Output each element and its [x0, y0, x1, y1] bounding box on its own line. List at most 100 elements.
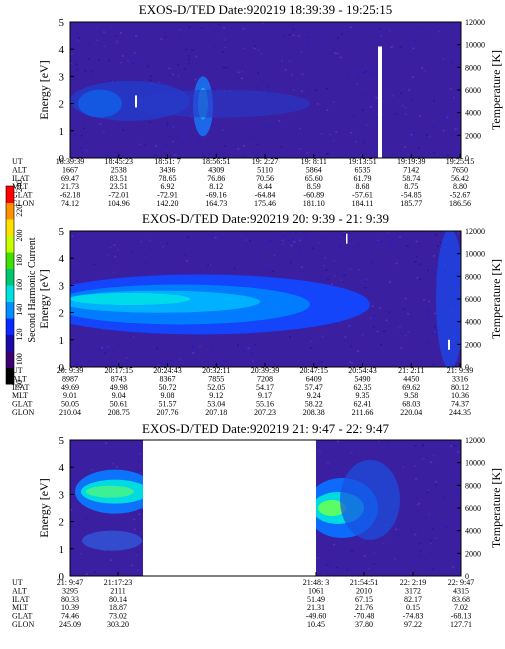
noise-pixel	[212, 124, 215, 126]
noise-pixel	[392, 113, 395, 116]
noise-pixel	[177, 83, 180, 86]
noise-pixel	[427, 489, 430, 491]
noise-pixel	[408, 89, 411, 91]
table-row-label: GLAT	[12, 612, 33, 621]
table-cell: 69.62	[402, 383, 420, 392]
table-cell: 73.02	[109, 612, 127, 621]
noise-pixel	[340, 279, 343, 281]
y-tick-label: 4	[59, 253, 65, 265]
table-row-label: ILAT	[12, 595, 29, 604]
noise-pixel	[224, 46, 227, 49]
noise-pixel	[344, 336, 347, 338]
noise-pixel	[178, 29, 181, 31]
noise-pixel	[428, 135, 431, 138]
noise-pixel	[380, 343, 382, 346]
table-cell: -69.16	[206, 191, 227, 200]
table-cell: 20:17:15	[105, 366, 133, 375]
noise-pixel	[115, 466, 118, 468]
table-cell: 50.05	[61, 400, 79, 409]
noise-pixel	[414, 465, 417, 467]
noise-pixel	[273, 254, 276, 256]
noise-pixel	[132, 62, 135, 64]
noise-pixel	[412, 562, 415, 564]
noise-pixel	[399, 236, 401, 238]
y2-tick-label: 0	[465, 154, 469, 163]
table-cell: 1061	[308, 586, 324, 595]
noise-pixel	[397, 534, 400, 537]
noise-pixel	[399, 325, 402, 327]
noise-pixel	[122, 129, 125, 131]
y2-tick-label: 4000	[465, 527, 481, 536]
colorbar-segment	[6, 351, 14, 368]
noise-pixel	[169, 74, 172, 76]
noise-pixel	[339, 56, 342, 59]
noise-pixel	[349, 268, 352, 270]
noise-pixel	[252, 136, 255, 138]
noise-pixel	[442, 129, 445, 132]
noise-pixel	[325, 563, 328, 566]
noise-pixel	[433, 99, 435, 102]
noise-pixel	[357, 243, 360, 246]
noise-pixel	[417, 27, 420, 29]
table-row-label: GLON	[12, 199, 34, 208]
noise-pixel	[166, 125, 168, 127]
noise-pixel	[391, 95, 394, 97]
noise-pixel	[364, 287, 367, 289]
table-cell: 21:17:23	[104, 578, 132, 587]
noise-pixel	[372, 72, 375, 75]
table-cell: 21: 2:11	[398, 366, 424, 375]
noise-pixel	[399, 46, 402, 48]
noise-pixel	[350, 131, 353, 134]
noise-pixel	[327, 467, 330, 469]
noise-pixel	[426, 491, 429, 493]
colorbar-tick-label: 100	[15, 353, 24, 365]
noise-pixel	[223, 26, 225, 29]
noise-pixel	[337, 37, 339, 39]
noise-pixel	[446, 116, 449, 119]
noise-pixel	[325, 153, 328, 155]
noise-pixel	[114, 151, 117, 153]
table-cell: 62.35	[354, 383, 372, 392]
noise-pixel	[407, 313, 410, 315]
noise-pixel	[149, 79, 152, 82]
noise-pixel	[247, 347, 250, 350]
noise-pixel	[203, 155, 205, 157]
table-cell: 74.37	[451, 400, 469, 409]
table-cell: 20:54:43	[348, 366, 376, 375]
table-cell: 80.14	[109, 595, 127, 604]
noise-pixel	[349, 361, 352, 363]
noise-pixel	[453, 444, 456, 447]
noise-pixel	[440, 231, 443, 233]
chart-title: EXOS-D/TED Date:920219 21: 9:47 - 22: 9:…	[142, 421, 389, 436]
noise-pixel	[298, 128, 301, 130]
noise-pixel	[395, 262, 398, 265]
noise-pixel	[109, 246, 112, 249]
noise-pixel	[224, 145, 227, 147]
noise-pixel	[82, 127, 85, 129]
noise-pixel	[139, 472, 142, 474]
noise-pixel	[361, 93, 364, 95]
noise-pixel	[410, 572, 413, 574]
noise-pixel	[291, 23, 294, 26]
noise-pixel	[366, 124, 369, 126]
noise-pixel	[85, 518, 88, 520]
y2-axis-label: Temperature [K]	[489, 468, 503, 548]
noise-pixel	[108, 60, 110, 62]
noise-pixel	[91, 469, 94, 471]
noise-pixel	[84, 70, 87, 72]
table-cell: 6409	[306, 374, 322, 383]
noise-pixel	[343, 340, 345, 342]
noise-pixel	[404, 297, 407, 300]
y-tick-label: 5	[59, 17, 65, 29]
noise-pixel	[406, 245, 409, 247]
noise-pixel	[164, 36, 167, 38]
noise-pixel	[402, 105, 404, 107]
noise-pixel	[421, 445, 424, 447]
table-cell: 207.76	[157, 408, 179, 417]
noise-pixel	[346, 76, 349, 79]
noise-pixel	[269, 240, 272, 242]
table-cell: -54.85	[401, 191, 422, 200]
y2-tick-label: 6000	[465, 86, 481, 95]
colorbar-label: Second Harmonic Current	[27, 237, 38, 342]
noise-pixel	[379, 28, 382, 30]
